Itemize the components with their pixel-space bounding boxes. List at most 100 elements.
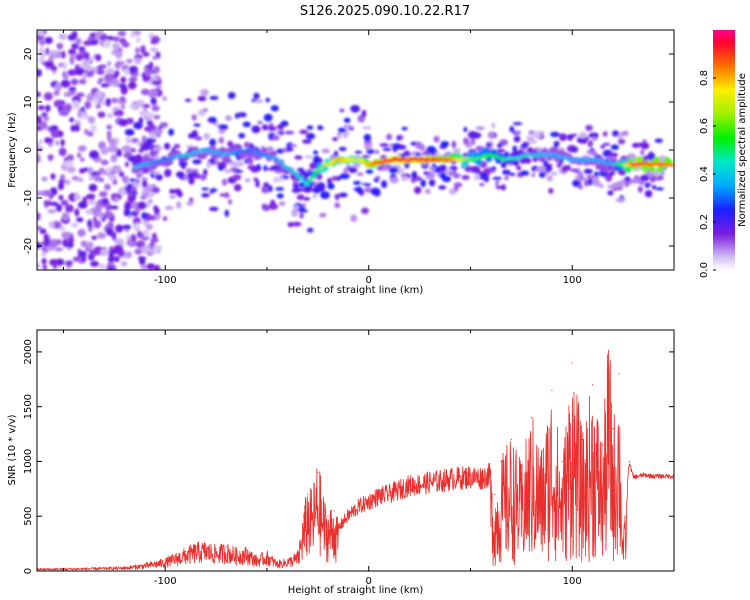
heatmap-cell: [151, 80, 161, 86]
heatmap-cell: [512, 145, 517, 153]
heatmap-cell: [512, 122, 523, 126]
heatmap-cell: [363, 183, 372, 187]
heatmap-cell: [81, 255, 87, 262]
heatmap-cell: [585, 124, 593, 132]
heatmap-cell: [66, 166, 76, 173]
heatmap-cell: [223, 192, 230, 199]
heatmap-cell: [140, 144, 151, 151]
heatmap-cell: [201, 193, 210, 198]
heatmap-cell: [59, 174, 66, 181]
heatmap-cell: [154, 146, 164, 150]
heatmap-cell: [162, 216, 168, 222]
heatmap-cell: [136, 101, 145, 107]
heatmap-cell: [90, 124, 97, 133]
heatmap-cell: [138, 110, 148, 117]
heatmap-cell: [42, 190, 52, 197]
heatmap-cell: [45, 104, 51, 112]
snr-data-point: [327, 515, 329, 517]
heatmap-cell: [291, 209, 298, 217]
heatmap-cell: [556, 162, 562, 168]
heatmap-cell: [618, 133, 623, 140]
heatmap-cell: [571, 146, 579, 153]
heatmap-cell: [587, 177, 593, 186]
heatmap-cell: [200, 89, 210, 96]
snr-data-point: [602, 444, 604, 446]
heatmap-cell: [48, 50, 58, 55]
heatmap-cell: [74, 124, 80, 132]
heatmap-cell: [270, 165, 281, 171]
heatmap-cell: [312, 193, 318, 199]
heatmap-cell: [438, 185, 447, 190]
heatmap-cell: [440, 141, 450, 147]
heatmap-cell: [415, 141, 423, 150]
heatmap-cell: [553, 141, 559, 149]
heatmap-cell: [494, 180, 500, 186]
heatmap-cell: [303, 197, 311, 201]
heatmap-cell: [93, 174, 101, 182]
heatmap-cell: [106, 124, 113, 130]
heatmap-cell: [467, 131, 478, 139]
snr-data-point: [205, 545, 207, 547]
heatmap-cell: [129, 103, 137, 109]
snr-data-point: [419, 481, 421, 483]
heatmap-cell: [299, 212, 304, 219]
heatmap-cell: [654, 138, 663, 143]
heatmap-cell: [375, 175, 381, 180]
heatmap-cell: [37, 142, 41, 148]
heatmap-cell: [415, 152, 421, 157]
heatmap-cell: [255, 179, 260, 188]
heatmap-cell: [159, 122, 169, 128]
heatmap-cell: [74, 192, 80, 200]
heatmap-cell: [398, 135, 404, 140]
snr-data-point: [195, 546, 197, 548]
heatmap-cell: [39, 30, 45, 37]
heatmap-cell: [100, 83, 110, 88]
heatmap-cell: [38, 121, 48, 130]
heatmap-cell: [169, 188, 175, 195]
heatmap-cell: [617, 138, 626, 145]
heatmap-cell: [117, 83, 127, 88]
snr-plot-area: [37, 330, 674, 571]
heatmap-cell: [365, 169, 374, 174]
heatmap-cell: [339, 108, 345, 113]
heatmap-cell: [131, 160, 142, 165]
heatmap-cell: [100, 159, 109, 165]
heatmap-cell: [463, 126, 468, 133]
heatmap-cell: [58, 110, 69, 117]
snr-data-point: [123, 566, 126, 568]
heatmap-cell: [270, 199, 276, 206]
heatmap-cell: [449, 166, 458, 170]
heatmap-cell: [82, 72, 88, 81]
heatmap-cell: [63, 160, 74, 167]
heatmap-cell: [561, 165, 568, 173]
heatmap-cell: [530, 139, 538, 145]
heatmap-cell: [271, 135, 280, 141]
heatmap-cell: [139, 232, 145, 240]
heatmap-cell: [61, 212, 70, 221]
heatmap-cell: [84, 101, 92, 109]
heatmap-cell: [75, 53, 84, 61]
heatmap-cell: [90, 260, 100, 267]
heatmap-cell: [104, 183, 111, 191]
heatmap-cell: [55, 140, 60, 146]
heatmap-cell: [128, 81, 137, 90]
heatmap-cell: [420, 179, 427, 188]
heatmap-cell: [266, 146, 274, 152]
heatmap-cell: [148, 61, 154, 71]
heatmap-cell: [475, 159, 483, 166]
heatmap-cell: [487, 131, 495, 139]
heatmap-cell: [389, 177, 399, 184]
heatmap-cell: [125, 136, 131, 144]
heatmap-cell: [50, 129, 59, 139]
heatmap-cell: [53, 90, 60, 96]
heatmap-cell: [119, 96, 126, 103]
heatmap-cell: [155, 174, 163, 181]
heatmap-cell: [313, 150, 319, 155]
heatmap-cell: [221, 178, 228, 186]
heatmap-cell: [77, 177, 84, 182]
heatmap-cell: [338, 192, 348, 198]
heatmap-cell: [292, 182, 300, 189]
heatmap-cell: [71, 30, 78, 39]
heatmap-cell: [129, 192, 134, 198]
heatmap-cell: [98, 191, 108, 198]
